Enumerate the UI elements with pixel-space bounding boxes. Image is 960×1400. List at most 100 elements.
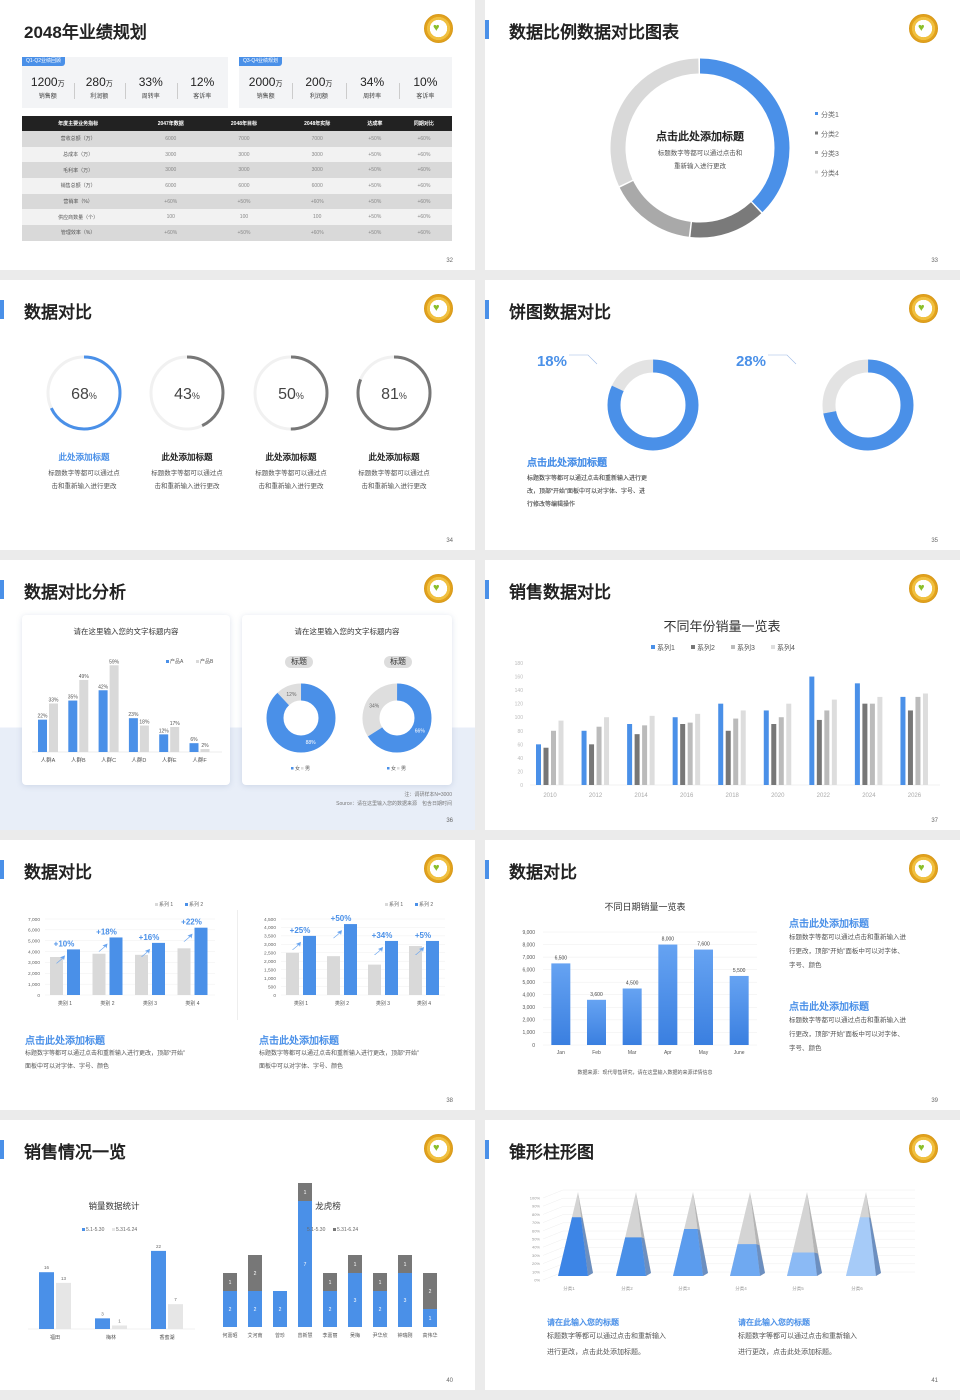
pyramid-fill: [730, 1244, 760, 1276]
x-tick-label: 2026: [908, 793, 922, 799]
center-desc-line: 重新输入进行更改: [674, 163, 726, 170]
data-label: 42%: [98, 684, 109, 690]
data-label: 2: [229, 1307, 232, 1313]
pyramid-fill-side: [756, 1244, 765, 1276]
page-number: 40: [446, 1378, 453, 1384]
gauge-arc: [149, 355, 225, 431]
bar: [79, 679, 89, 752]
table-cell: 100: [134, 209, 208, 226]
donut-pill-label: 标题: [285, 656, 313, 668]
bar: [604, 717, 610, 785]
bar: [694, 949, 713, 1045]
table-cell: 6000: [207, 178, 281, 194]
kpi-label: 销售额: [38, 94, 57, 100]
kpi-divider: [292, 83, 294, 99]
legend-label: 分类2: [821, 130, 839, 139]
slide-39[interactable]: 数据对比 ♥ 不同日期销量一览表 0 1,000 2,000 3,000 4,000 5,…: [485, 840, 960, 1110]
slide-41[interactable]: 锥形柱形图 ♥ 0% 10% 20% 30% 40% 50% 60% 70% 80% 90% 100…: [485, 1120, 960, 1390]
data-label: 2: [254, 1271, 257, 1277]
bar: [824, 710, 830, 785]
y-tick-label: 7,000: [28, 917, 40, 923]
stacked-bar-segment: [398, 1273, 412, 1327]
legend-swatch: [415, 903, 418, 906]
title-accent-bar: [0, 580, 4, 599]
bar: [658, 944, 678, 1045]
legend-label: 产品B: [200, 658, 214, 665]
x-tick-label: 分类5: [792, 1285, 804, 1292]
growth-annotation: +16%: [139, 933, 160, 942]
y-tick-label: 4,000: [28, 949, 40, 955]
legend-swatch: [771, 645, 775, 649]
legend-swatch: [196, 660, 199, 663]
legend-swatch: [731, 645, 735, 649]
bar: [680, 724, 686, 785]
y-tick-label: 140: [515, 688, 524, 694]
table-cell: +50%: [353, 162, 396, 179]
block-desc-line: 行修改等编辑操作: [527, 500, 575, 508]
pyramid-fill: [616, 1237, 646, 1276]
title-accent-bar: [485, 1140, 489, 1159]
arrow-icon: [374, 946, 383, 955]
slide-34[interactable]: 数据对比 ♥ 68% 此处添加标题 标题数字等都可以通过点 击和重新输入进行更改 43%…: [0, 280, 475, 550]
y-tick-label: 60%: [532, 1228, 540, 1233]
slide-37[interactable]: 销售数据对比 ♥ 不同年份销量一览表 0 20 40 60 80 100 120 140 160…: [485, 560, 960, 830]
bar: [135, 954, 148, 995]
data-label: 7,600: [697, 942, 710, 948]
slide-40[interactable]: 销售情况一览 ♥ 销量数据统计 龙虎榜 16 13 福田 3 1 梅林 22 7 香蜜湖 5.1-…: [0, 1120, 475, 1390]
bar: [56, 1282, 71, 1329]
data-label: 2: [254, 1307, 257, 1313]
bar: [809, 676, 815, 785]
heart-emblem-icon: ♥: [424, 574, 453, 603]
data-label: 22%: [37, 714, 48, 720]
legend-swatch: [166, 660, 169, 663]
slide-33[interactable]: 数据比例数据对比图表 ♥ 分类1 分类2 分类3 分类4 点击此处添加标题 标题数字等…: [485, 0, 960, 270]
gauge-value: 68%: [71, 386, 97, 403]
y-tick-label: 70%: [532, 1220, 540, 1225]
kpi-divider: [176, 83, 178, 99]
source-note: Source：请在这里输入您的数据来源 包含日期时间: [336, 801, 452, 807]
pyramid-fill-side: [697, 1228, 708, 1276]
slide-title: 2048年业绩规划: [24, 23, 147, 42]
table-cell: 营收总额（万）: [22, 131, 135, 147]
arrow-icon: [56, 955, 65, 964]
category-label: 人群C: [101, 756, 116, 764]
heart-emblem-icon: ♥: [909, 574, 938, 603]
bar: [729, 975, 749, 1045]
kpi-value: 1200万: [30, 75, 65, 89]
column-header: 2048年实际: [280, 116, 354, 131]
stacked-bar-segment: [423, 1273, 437, 1309]
legend-label: 5.31-6.24: [116, 1227, 137, 1233]
data-label: 7: [174, 1297, 177, 1302]
stacked-bar-segment: [423, 1309, 437, 1327]
gridline: [542, 1197, 564, 1207]
slide-38[interactable]: 数据对比 ♥ 0 1,000 2,000 3,000 4,000 5,000 6,000 7,…: [0, 840, 475, 1110]
x-tick-label: Apr: [664, 1050, 672, 1056]
data-label: 8,000: [662, 937, 675, 943]
slide-title: 数据比例数据对比图表: [509, 23, 679, 42]
kpi-tag: Q3-Q4业绩规划: [239, 57, 283, 66]
kpi-label: 客诉率: [193, 94, 212, 100]
gauge-value: 81%: [381, 386, 407, 403]
gridline: [542, 1230, 564, 1240]
x-tick-label: 2010: [543, 793, 557, 799]
block-desc-line: 面板中可以对字体、字号、颜色: [259, 1064, 344, 1070]
bar: [733, 718, 739, 785]
legend-swatch: [301, 767, 304, 770]
slide-32[interactable]: 2048年业绩规划 ♥ Q1-Q2业绩回顾 1200万 销售额 280万 利润额 33%…: [0, 0, 475, 270]
data-label: 12%: [159, 728, 170, 734]
slide-35[interactable]: 饼图数据对比 ♥ 18% 点击此处添加标题 标题数字等都可以通过点击和重新输入进行更…: [485, 280, 960, 550]
y-tick-label: 60: [517, 742, 523, 748]
x-tick-label: 2018: [726, 793, 740, 799]
kpi-divider: [125, 83, 126, 99]
x-tick-label: 类别 4: [417, 1000, 431, 1007]
title-accent-bar: [485, 580, 489, 599]
slide-36[interactable]: 数据对比分析 ♥ 请在这里输入您的文字标题内容 请在这里输入您的文字标题内容 标…: [0, 560, 475, 830]
page-number: 37: [931, 818, 938, 824]
table-cell: 3000: [134, 162, 208, 179]
legend-swatch: [112, 1228, 115, 1231]
title-accent-bar: [0, 860, 4, 879]
y-tick-label: 4,500: [264, 917, 276, 923]
arrow-icon: [183, 933, 193, 942]
y-tick-label: 5,000: [522, 980, 535, 986]
data-label: 6%: [190, 737, 198, 743]
